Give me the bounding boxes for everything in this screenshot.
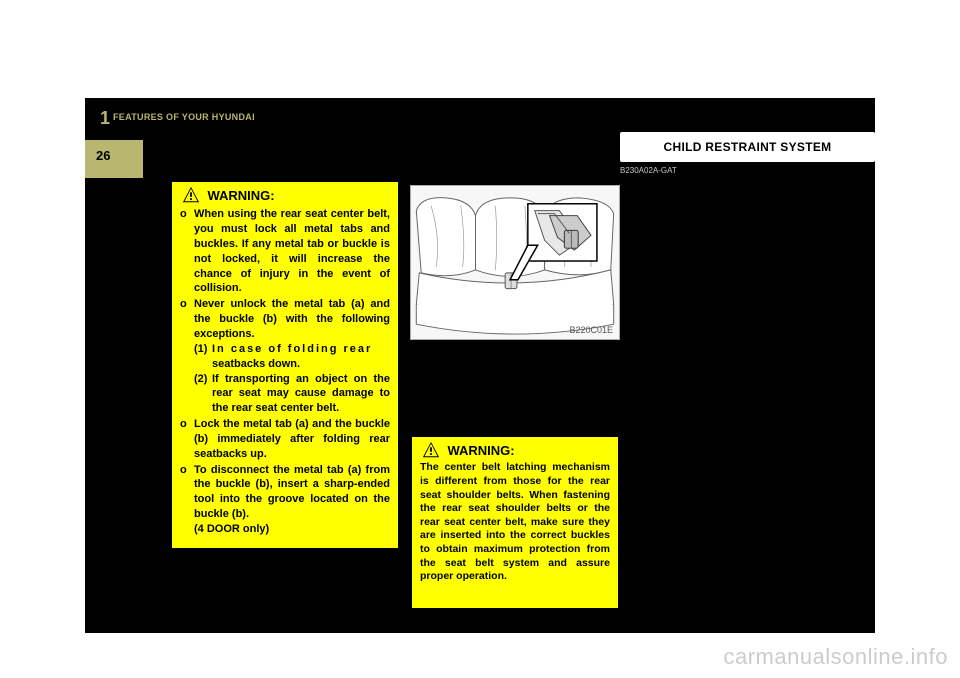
warning-box-primary: WARNING: o When using the rear seat cent… [170, 180, 400, 550]
sub-number: (2) [194, 372, 212, 417]
warning-icon [422, 441, 440, 459]
bullet-icon: o [180, 207, 194, 296]
bullet-icon: o [180, 463, 194, 522]
list-text: Lock the metal tab (a) and the buckle (b… [194, 417, 390, 462]
sub-text: If transporting an object on the rear se… [212, 372, 390, 417]
list-tail: (4 DOOR only) [180, 522, 390, 537]
warning-title: WARNING: [447, 443, 514, 458]
bullet-icon: o [180, 297, 194, 342]
bullet-icon: o [180, 417, 194, 462]
chapter-number: 1 [100, 108, 110, 129]
list-text: When using the rear seat center belt, yo… [194, 207, 390, 296]
seat-belt-drawing [411, 186, 619, 339]
sub-text-cont: seatbacks down. [180, 357, 390, 372]
illustration-label: B220C01E [569, 325, 613, 335]
list-text: To disconnect the metal tab (a) from the… [194, 463, 390, 522]
list-item: o Never unlock the metal tab (a) and the… [180, 297, 390, 342]
warning-body: The center belt latching mechanism is di… [412, 461, 618, 590]
list-item: o To disconnect the metal tab (a) from t… [180, 463, 390, 522]
page-number: 26 [96, 148, 110, 163]
page-number-tab [85, 140, 143, 178]
warning-icon [182, 186, 200, 204]
sub-text: In case of folding rear [212, 342, 390, 357]
list-item: o Lock the metal tab (a) and the buckle … [180, 417, 390, 462]
warning-header: WARNING: [172, 182, 398, 206]
sub-list-item: (2) If transporting an object on the rea… [180, 372, 390, 417]
chapter-title: FEATURES OF YOUR HYUNDAI [113, 112, 255, 122]
seat-illustration: B220C01E [410, 185, 620, 340]
warning-body: o When using the rear seat center belt, … [172, 207, 398, 543]
sub-number: (1) [194, 342, 212, 357]
list-item: o When using the rear seat center belt, … [180, 207, 390, 296]
section-title-tab: CHILD RESTRAINT SYSTEM [620, 132, 875, 162]
list-text: Never unlock the metal tab (a) and the b… [194, 297, 390, 342]
section-title: CHILD RESTRAINT SYSTEM [664, 140, 832, 154]
warning-header: WARNING: [412, 437, 618, 461]
warning-title: WARNING: [207, 188, 274, 203]
warning-box-secondary: WARNING: The center belt latching mechan… [410, 435, 620, 610]
reference-code: B230A02A-GAT [620, 166, 677, 175]
watermark: carmanualsonline.info [723, 644, 948, 670]
sub-list-item: (1) In case of folding rear [180, 342, 390, 357]
